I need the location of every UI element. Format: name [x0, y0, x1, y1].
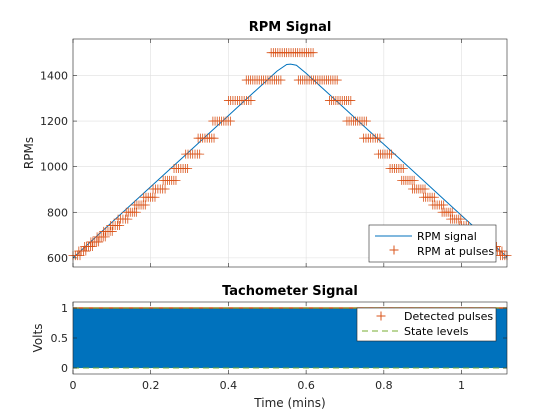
- rpm-signal-line: [72, 63, 508, 259]
- rpm-pulse-marker: [361, 116, 371, 126]
- rpm-pulse-marker: [308, 48, 318, 58]
- tach-legend: Detected pulses State levels: [356, 307, 497, 342]
- rpm-y-tick-label: 1400: [40, 69, 68, 82]
- tach-legend-plus-swatch: [376, 311, 386, 321]
- rpm-pulse-marker: [100, 232, 110, 242]
- rpm-pulse-marker: [375, 133, 385, 143]
- tach-legend-label-state: State levels: [404, 325, 469, 338]
- rpm-pulse-marker: [398, 164, 408, 174]
- rpm-pulse-marker: [447, 207, 457, 217]
- rpm-legend-label-pulses: RPM at pulses: [417, 245, 494, 258]
- rpm-pulse-marker: [183, 164, 193, 174]
- tach-legend-label-detected: Detected pulses: [404, 310, 493, 323]
- rpm-tick-group: 600 800 1000 1200 1400: [40, 39, 507, 267]
- rpm-y-axis-label: RPMs: [22, 137, 36, 169]
- rpm-pulse-marker: [209, 133, 219, 143]
- rpm-pulse-marker: [94, 237, 104, 247]
- rpm-pulse-marker: [75, 251, 85, 261]
- rpm-pulse-marker: [150, 192, 160, 202]
- rpm-pulse-marker: [140, 200, 150, 210]
- rpm-pulse-marker: [123, 214, 133, 224]
- tach-chart-title: Tachometer Signal: [222, 284, 358, 299]
- tachometer-signal-panel: Tachometer Signal 0 0.2 0.4 0.6 0.8 1 0 0.5 1 Vo…: [31, 284, 508, 410]
- rpm-signal-line-group: [72, 63, 508, 259]
- rpm-pulse-marker: [429, 192, 439, 202]
- tach-y-axis-label: Volts: [31, 324, 45, 353]
- rpm-legend-label-signal: RPM signal: [417, 230, 477, 243]
- rpm-legend: RPM signal RPM at pulses: [368, 224, 497, 263]
- rpm-pulse-marker: [246, 96, 256, 106]
- rpm-pulse-marker: [439, 200, 449, 210]
- tach-x-tick-label: 0.6: [297, 379, 315, 392]
- tach-y-tick-label: 1: [61, 302, 68, 315]
- rpm-pulse-marker: [346, 96, 356, 106]
- rpm-y-tick-label: 1200: [40, 115, 68, 128]
- tach-y-tick-label: 0.5: [51, 332, 69, 345]
- rpm-pulse-marker: [107, 226, 117, 236]
- rpm-pulse-marker: [81, 246, 91, 256]
- rpm-legend-plus-swatch: [389, 245, 399, 255]
- tach-y-tick-label: 0: [61, 362, 68, 375]
- rpm-y-tick-label: 600: [47, 252, 68, 265]
- tach-x-tick-label: 1: [458, 379, 465, 392]
- rpm-pulse-marker: [456, 214, 466, 224]
- rpm-pulse-marker: [171, 175, 181, 185]
- rpm-pulse-marker: [160, 184, 170, 194]
- rpm-pulse-marker: [131, 207, 141, 217]
- rpm-at-pulses-marker-group: [68, 48, 512, 261]
- rpm-pulse-marker: [387, 149, 397, 159]
- tach-x-tick-label: 0.8: [375, 379, 393, 392]
- rpm-pulse-marker: [195, 149, 205, 159]
- tach-tick-group: 0 0.2 0.4 0.6 0.8 1 0 0.5 1: [51, 302, 507, 392]
- rpm-axes-box: [72, 38, 508, 268]
- rpm-legend-box: [368, 224, 497, 263]
- rpm-y-tick-label: 1000: [40, 161, 68, 174]
- rpm-pulse-marker: [497, 246, 507, 256]
- tach-x-tick-label: 0.2: [142, 379, 160, 392]
- rpm-signal-panel: RPM Signal 600 800 1000 1200 1400 RPMs RPM s…: [22, 20, 512, 268]
- rpm-pulse-marker: [332, 75, 342, 85]
- rpm-chart-title: RPM Signal: [249, 20, 332, 35]
- tach-x-tick-label: 0.4: [220, 379, 238, 392]
- tach-x-tick-label: 0: [70, 379, 77, 392]
- rpm-pulse-marker: [420, 184, 430, 194]
- tach-legend-box: [356, 307, 497, 342]
- rpm-pulse-marker: [276, 75, 286, 85]
- rpm-y-tick-label: 800: [47, 206, 68, 219]
- rpm-pulse-marker: [115, 221, 125, 231]
- rpm-pulse-marker: [409, 175, 419, 185]
- tach-x-axis-label: Time (mins): [253, 396, 325, 410]
- rpm-pulse-marker: [225, 116, 235, 126]
